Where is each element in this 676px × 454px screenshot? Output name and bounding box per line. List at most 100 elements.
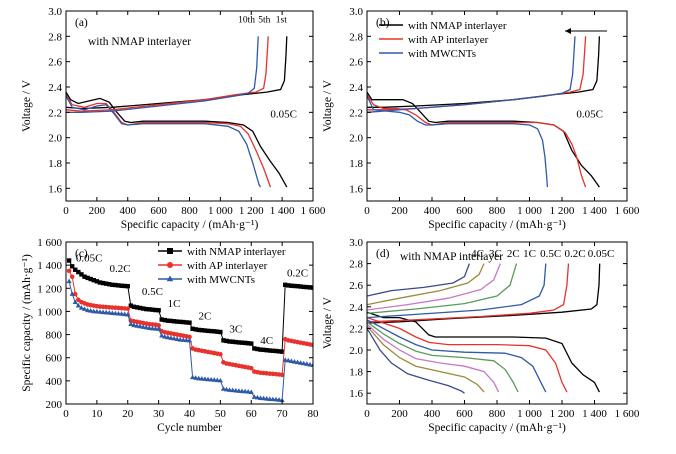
- data-point-s2-31: [159, 332, 165, 338]
- data-point-s0-23: [134, 305, 140, 310]
- data-point-s2-11: [97, 309, 103, 314]
- data-point-s2-71: [282, 357, 288, 362]
- y-tick-label: 1 600: [37, 237, 62, 249]
- data-point-s0-77: [301, 284, 306, 290]
- y-tick-label: 2.4: [349, 82, 363, 94]
- legend-label: with AP interlayer: [187, 260, 268, 272]
- panel-title: with NMAP interlayer: [400, 251, 503, 263]
- data-point-s0-31: [159, 317, 164, 322]
- data-point-s2-60: [248, 389, 254, 394]
- y-axis-title: Voltage / V: [322, 79, 334, 132]
- data-point-s2-6: [81, 306, 88, 311]
- panel-b: 0 200 400 600 800 1 000 1 200 1 400 1 600 1.6 1.8 2…: [322, 6, 640, 231]
- data-point-s1-50: [218, 351, 223, 357]
- arrow-head-icon: [565, 28, 571, 34]
- plot-frame: [366, 241, 628, 405]
- data-point-s2-21: [128, 321, 134, 326]
- rate-annotation: 0.5C: [142, 286, 163, 298]
- rate-annotation: 2C: [199, 311, 212, 323]
- voltage-curve-0: [66, 91, 288, 188]
- rate-annotation: 2C: [507, 248, 520, 260]
- data-point-s2-14: [106, 310, 112, 315]
- y-axis-title: Specific capacity / (mAh·g⁻¹): [21, 254, 33, 392]
- voltage-curve-6: [367, 321, 519, 393]
- data-point-s2-80: [310, 362, 313, 368]
- rate-annotation: 1C: [168, 298, 181, 310]
- legend-label: with AP interlayer: [408, 34, 489, 46]
- data-point-s2-36: [174, 336, 180, 341]
- x-tick-label: 1 000: [517, 408, 542, 420]
- data-point-s0-6: [82, 274, 87, 279]
- data-point-s0-50: [218, 329, 223, 335]
- data-point-s0-19: [122, 283, 127, 289]
- x-tick-label: 20: [122, 408, 134, 420]
- data-point-s2-61: [251, 394, 257, 399]
- legend-marker: [166, 275, 174, 282]
- y-tick-label: 2.0: [349, 133, 363, 145]
- data-point-s0-36: [174, 319, 180, 324]
- y-tick-label: 3.0: [48, 6, 62, 18]
- y-tick-label: 1.6: [349, 388, 363, 400]
- data-point-s0-71: [283, 282, 288, 288]
- data-point-s2-34: [168, 335, 174, 340]
- x-tick-label: 0: [63, 205, 69, 217]
- data-point-s0-3: [73, 267, 78, 272]
- y-tick-label: 2.6: [349, 57, 363, 69]
- legend-label: with MWCNTs: [408, 48, 476, 60]
- legend-marker: [167, 262, 173, 268]
- x-tick-label: 1 200: [239, 205, 264, 217]
- data-point-s1-80: [310, 342, 313, 348]
- data-point-s0-68: [273, 348, 279, 354]
- data-point-s0-80: [310, 285, 313, 290]
- data-point-s0-46: [205, 328, 211, 334]
- data-point-s2-4: [75, 302, 81, 308]
- panel-c: 0 10 20 30 40 50 60 70 80 200 400 600 800 1 000 1 200 1…: [21, 237, 319, 434]
- data-point-s1-20: [125, 306, 131, 311]
- data-point-s0-55: [233, 339, 239, 345]
- y-tick-label: 2.2: [349, 323, 363, 335]
- data-point-s2-73: [288, 358, 294, 363]
- data-point-s0-15: [110, 282, 115, 288]
- rate-annotation: 10th: [238, 15, 255, 25]
- data-point-s0-69: [276, 349, 282, 354]
- data-point-s2-76: [298, 360, 304, 365]
- voltage-curve-13: [367, 263, 471, 297]
- legend-label: with NMAP interlayer: [187, 246, 286, 258]
- data-point-s0-20: [125, 284, 130, 289]
- data-point-s0-78: [304, 284, 310, 290]
- data-point-s2-79: [307, 361, 313, 367]
- data-point-s2-20: [125, 311, 131, 317]
- data-point-s0-48: [212, 329, 217, 334]
- y-tick-label: 800: [46, 330, 63, 342]
- y-tick-label: 1.8: [349, 367, 363, 379]
- data-point-s0-49: [215, 329, 220, 334]
- data-point-s2-26: [143, 324, 149, 330]
- x-tick-label: 1 000: [517, 205, 542, 217]
- x-tick-label: 30: [153, 408, 165, 420]
- data-point-s0-33: [165, 318, 171, 323]
- voltage-curve-9: [367, 263, 501, 311]
- data-point-s0-56: [236, 340, 242, 345]
- data-point-s0-27: [147, 307, 152, 312]
- x-axis-title: Cycle number: [157, 422, 222, 434]
- data-point-s2-24: [137, 323, 143, 329]
- y-tick-label: 1.6: [48, 183, 62, 195]
- data-point-s2-65: [264, 395, 270, 401]
- y-tick-label: 1 400: [37, 260, 62, 272]
- data-point-s0-44: [199, 327, 205, 333]
- x-tick-label: 1 200: [550, 205, 575, 217]
- data-point-s0-10: [94, 279, 100, 284]
- data-point-s0-67: [270, 348, 276, 353]
- panel-label: (b): [376, 17, 390, 29]
- y-tick-label: 2.4: [349, 302, 363, 314]
- x-tick-label: 200: [89, 205, 106, 217]
- data-point-s0-61: [252, 346, 257, 351]
- data-point-s2-22: [131, 322, 137, 328]
- data-point-s0-76: [298, 284, 303, 289]
- x-tick-label: 1 400: [582, 205, 607, 217]
- plot-area: [66, 258, 313, 403]
- data-point-s0-24: [137, 305, 143, 311]
- data-point-s0-64: [261, 347, 266, 353]
- x-tick-label: 1 200: [550, 408, 575, 420]
- data-point-s0-34: [168, 318, 174, 324]
